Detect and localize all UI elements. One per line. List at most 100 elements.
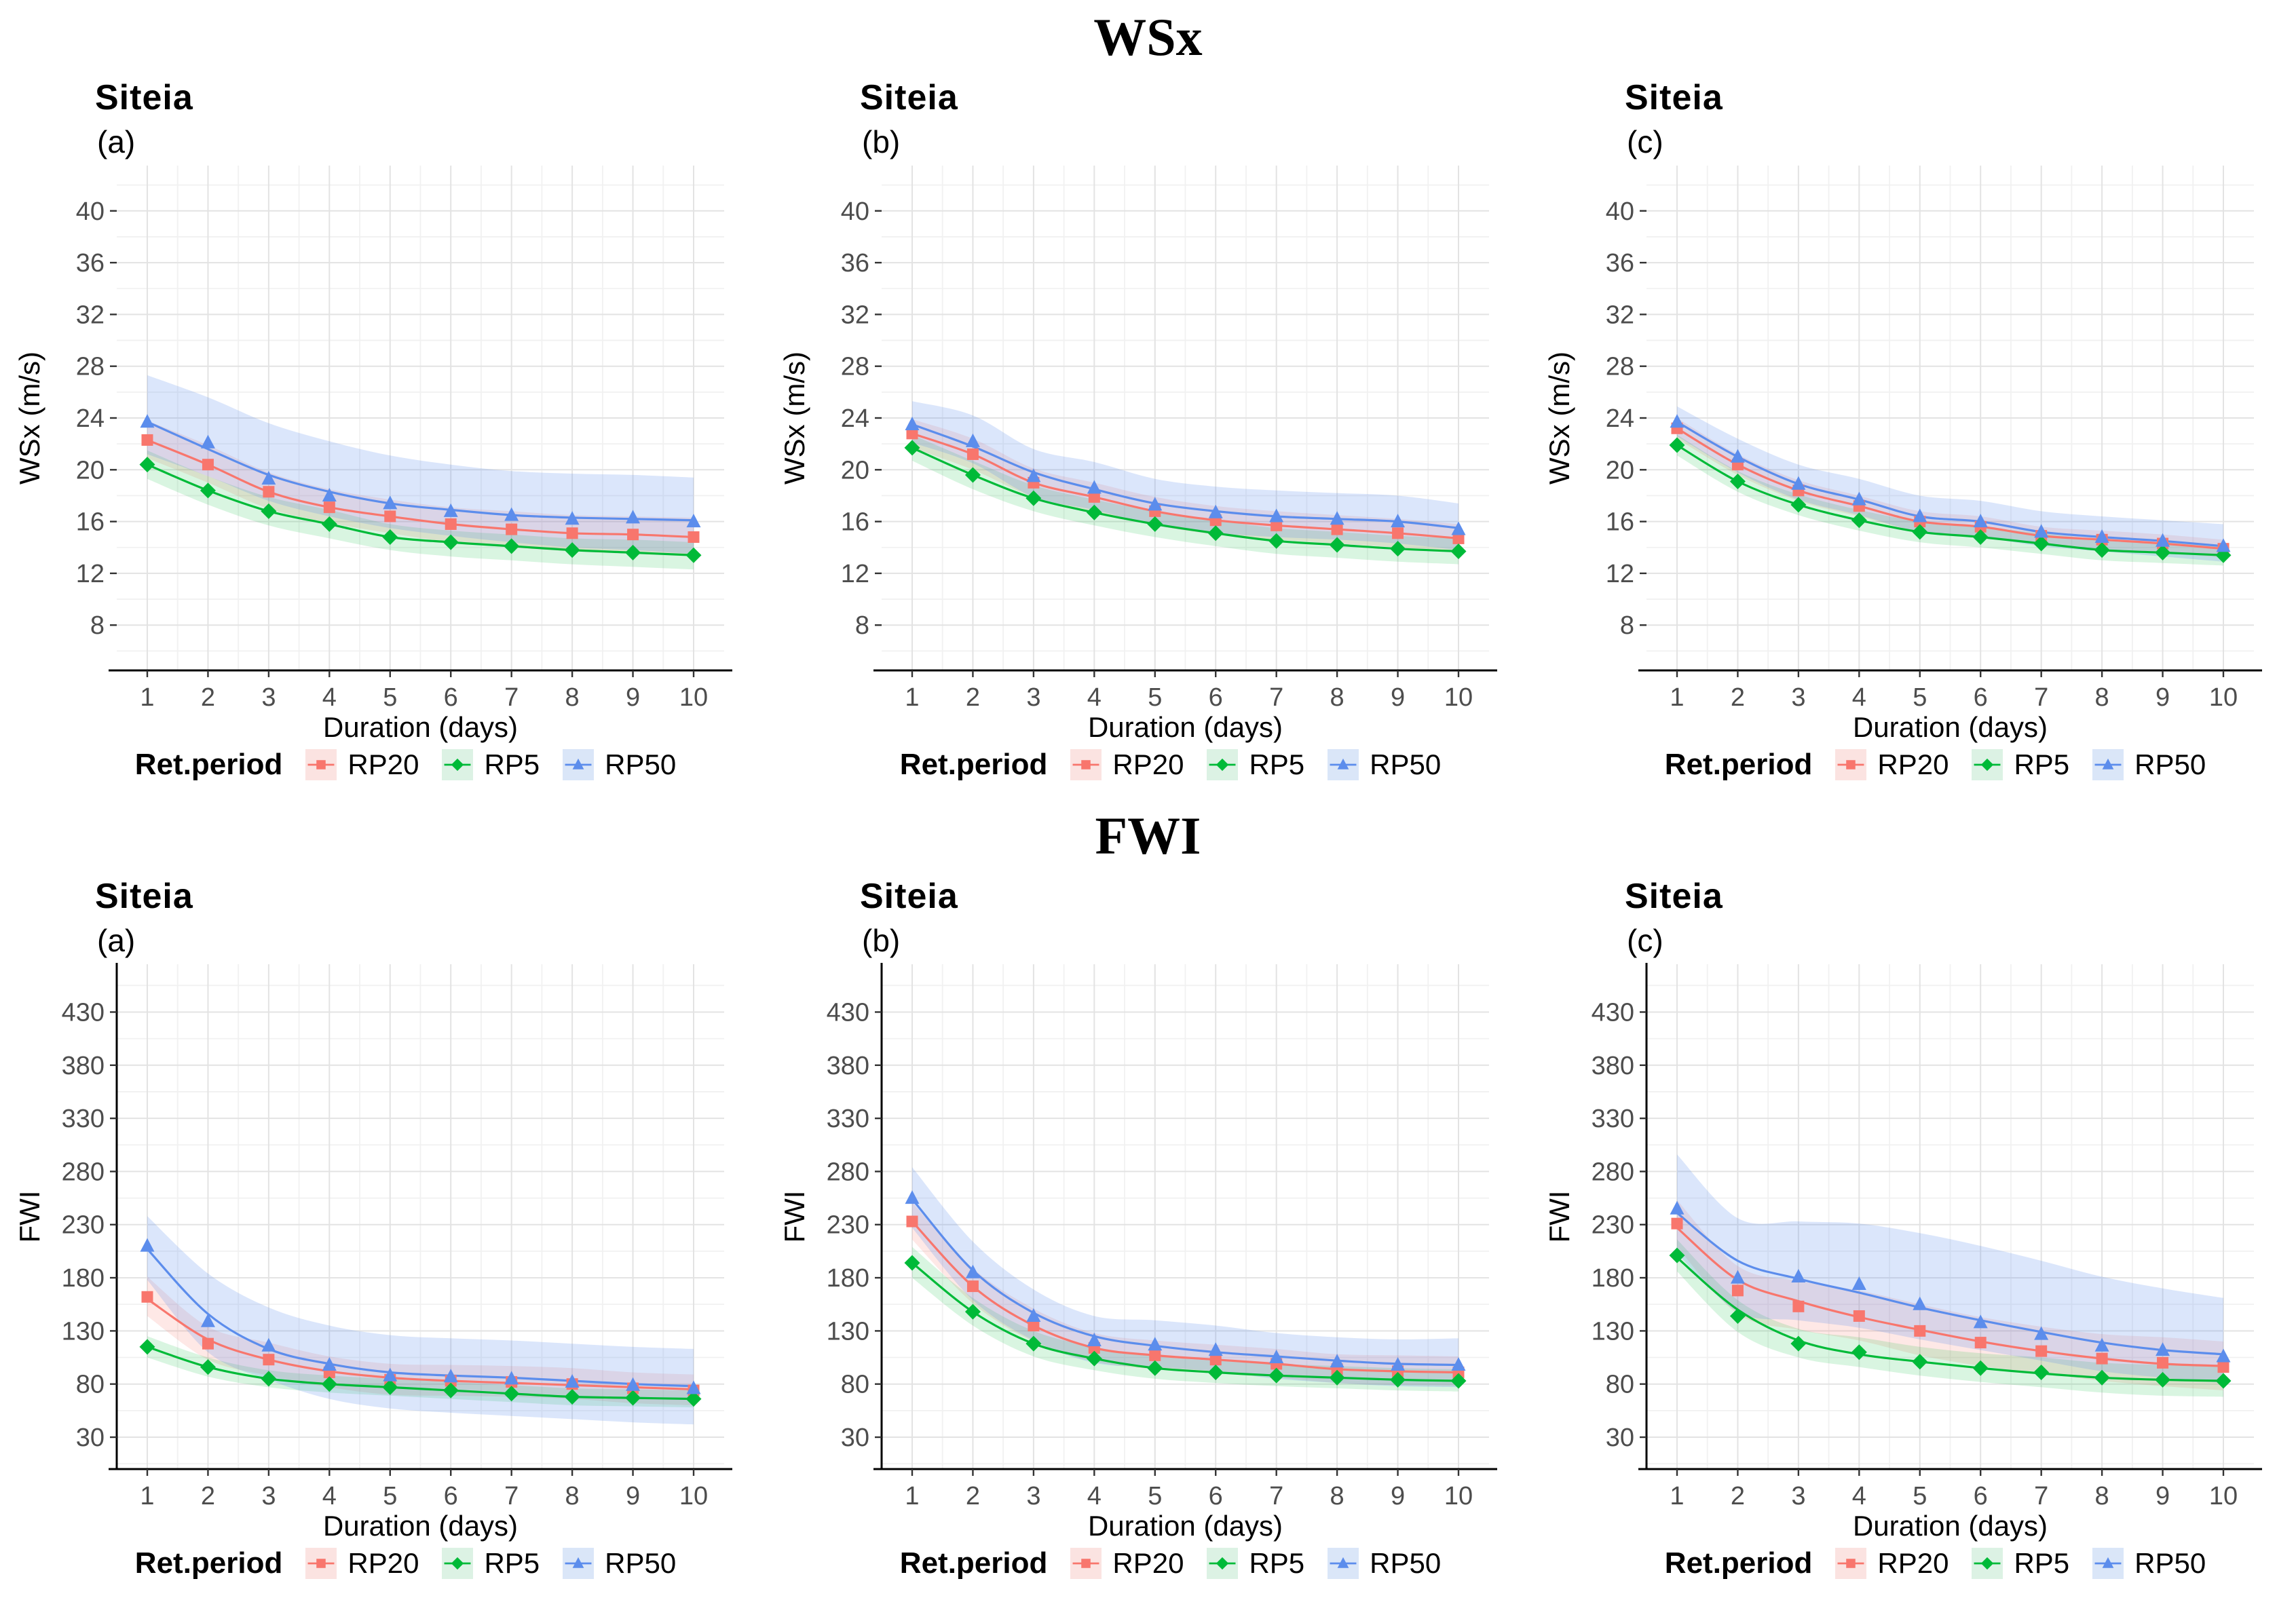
line-RP50: [1676, 1212, 2224, 1356]
svg-text:5: 5: [1148, 683, 1162, 712]
legend-label-rp50: RP50: [1370, 1546, 1442, 1579]
svg-text:7: 7: [1269, 683, 1283, 712]
svg-text:10: 10: [1444, 683, 1473, 712]
svg-text:8: 8: [565, 683, 580, 712]
legend-key-svg: [442, 1547, 474, 1579]
line-RP20: [147, 1297, 694, 1390]
line-RP5: [147, 1346, 694, 1401]
svg-text:9: 9: [1391, 683, 1405, 712]
svg-text:3: 3: [1791, 1482, 1805, 1510]
points-RP50: [905, 1190, 1466, 1371]
points-RP20: [141, 434, 700, 543]
legend-label-rp50: RP50: [2134, 748, 2206, 780]
x-axis-title: Duration (days): [323, 1510, 518, 1542]
legend-key-svg: [1070, 1547, 1102, 1579]
svg-text:130: 130: [827, 1317, 869, 1346]
svg-text:180: 180: [62, 1264, 105, 1293]
svg-text:28: 28: [76, 353, 105, 381]
panel-label: (c): [1627, 123, 1663, 159]
band-RP50: [912, 401, 1458, 550]
svg-text:1: 1: [140, 1482, 154, 1510]
svg-text:4: 4: [1087, 1482, 1102, 1510]
legend-key-svg: [1207, 1547, 1239, 1579]
line-RP20: [1676, 1227, 2224, 1367]
legend-title: Ret.period: [1664, 1546, 1813, 1580]
line-RP20: [1676, 427, 2224, 550]
legend-label-rp20: RP20: [1877, 748, 1949, 780]
legend-key-svg: [1972, 1547, 2003, 1579]
rp50-key-icon: [563, 1547, 595, 1579]
band-RP20: [147, 420, 694, 557]
x-axis-title: Duration (days): [323, 711, 518, 743]
svg-text:20: 20: [841, 456, 869, 484]
line-RP50: [146, 1248, 694, 1388]
legend-item-rp20: RP20: [305, 1547, 419, 1580]
y-axis-title: FWI: [15, 1190, 45, 1242]
svg-text:8: 8: [2095, 683, 2109, 712]
chart-svg: 30 80 130 180 230 280 330 380 430 1 2 3 4 5 6 7 8 9 10 Dura…: [780, 962, 1497, 1542]
points-RP50: [140, 1238, 701, 1394]
line-RP50: [147, 421, 694, 522]
panel-label: (b): [862, 922, 901, 958]
svg-text:28: 28: [1606, 353, 1634, 381]
grid-major: [882, 165, 1489, 670]
svg-text:16: 16: [841, 508, 869, 537]
legend: Ret.period RP20 RP5 RP50: [867, 1546, 1474, 1580]
svg-text:80: 80: [76, 1371, 105, 1399]
grid-major: [882, 964, 1489, 1469]
svg-text:5: 5: [1913, 683, 1927, 712]
svg-text:12: 12: [1606, 560, 1634, 588]
svg-text:280: 280: [827, 1158, 869, 1186]
rp5-key-icon: [1972, 1547, 2003, 1579]
legend-key-svg: [1328, 1547, 1359, 1579]
section-title-wsx: WSx: [1093, 7, 1203, 66]
svg-text:8: 8: [1330, 1482, 1344, 1510]
grid-minor: [1646, 964, 2254, 1469]
svg-text:10: 10: [679, 683, 708, 712]
section-title-fwi: FWI: [1095, 806, 1201, 865]
grid-major: [117, 964, 724, 1469]
chart-title: Siteia: [1625, 77, 1723, 117]
svg-text:28: 28: [841, 353, 869, 381]
rp20-key-icon: [1835, 748, 1867, 780]
legend-label-rp20: RP20: [1877, 1546, 1949, 1579]
svg-text:30: 30: [76, 1424, 105, 1452]
rp20-key-icon: [305, 1547, 337, 1579]
chart-fwi-c: Siteia (c) 30 80 130 180 230 280 330 380 430 1 2 3 4…: [1530, 864, 2295, 1580]
axis-ticks: 30 80 130 180 230 280 330 380 430 1 2 3 4 5 6 7 8 9 10: [62, 998, 709, 1510]
svg-text:80: 80: [1606, 1371, 1634, 1399]
svg-text:7: 7: [504, 1482, 519, 1510]
rp50-key-icon: [563, 748, 595, 780]
panel-label: (b): [862, 123, 901, 159]
svg-text:3: 3: [1026, 1482, 1040, 1510]
svg-text:3: 3: [1791, 683, 1805, 712]
legend-label-rp50: RP50: [1370, 748, 1442, 780]
x-axis-title: Duration (days): [1088, 1510, 1283, 1542]
y-axis-title: FWI: [1545, 1190, 1575, 1242]
rp20-key-icon: [1070, 748, 1102, 780]
svg-text:36: 36: [1606, 249, 1634, 278]
legend-key-svg: [563, 748, 595, 780]
svg-text:30: 30: [1606, 1424, 1634, 1452]
svg-text:24: 24: [76, 404, 105, 433]
legend-title: Ret.period: [899, 1546, 1048, 1580]
legend-key-svg: [1328, 748, 1359, 780]
points-RP50: [140, 414, 701, 528]
svg-text:230: 230: [1592, 1211, 1634, 1240]
band-RP50: [1677, 1154, 2223, 1384]
chart-title: Siteia: [860, 876, 958, 916]
legend-label-rp50: RP50: [2134, 1546, 2206, 1579]
points-RP50: [905, 416, 1466, 535]
section-wsx: WSx Siteia (a) 8 12 16 20 24 28 32 36 40 1 2 3 4 5 6 7 8…: [15, 7, 2262, 781]
svg-text:180: 180: [1592, 1264, 1634, 1293]
plot-fwi-c: 30 80 130 180 230 280 330 380 430 1 2 3 4 5 6 7 8 9 10 Dura…: [1545, 960, 2295, 1544]
svg-text:4: 4: [1087, 683, 1102, 712]
line-RP20: [911, 432, 1459, 539]
plot-fwi-b: 30 80 130 180 230 280 330 380 430 1 2 3 4 5 6 7 8 9 10 Dura…: [780, 960, 1530, 1544]
x-axis-title: Duration (days): [1853, 711, 2048, 743]
svg-text:6: 6: [1209, 683, 1223, 712]
svg-text:8: 8: [2095, 1482, 2109, 1510]
legend-title: Ret.period: [1664, 747, 1813, 781]
